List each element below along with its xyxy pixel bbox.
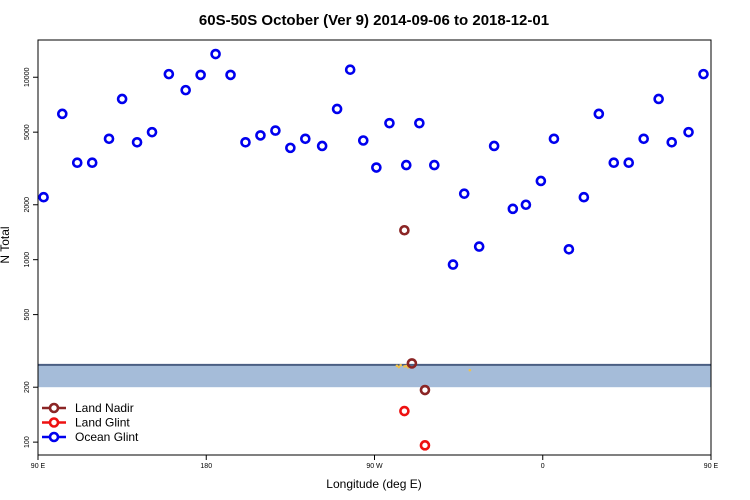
land-nadir-point: [406, 358, 418, 369]
land-nadir-point: [419, 384, 431, 396]
x-tick-label: 90 E: [704, 463, 719, 470]
ocean-glint-point: [507, 203, 519, 215]
ocean-glint-point: [414, 117, 425, 129]
data-points: [38, 48, 709, 451]
ocean-glint-point: [520, 199, 532, 211]
ocean-glint-point: [653, 93, 664, 105]
ocean-glint-point: [210, 48, 221, 60]
ocean-glint-point: [608, 157, 620, 169]
y-tick-label: 200: [24, 381, 31, 393]
ocean-glint-point: [473, 241, 485, 252]
ocean-glint-point: [131, 136, 143, 148]
ocean-glint-point: [698, 68, 709, 80]
ocean-glint-point: [623, 157, 635, 169]
ocean-glint-point: [458, 188, 470, 199]
legend-label-land-glint: Land Glint: [75, 416, 130, 430]
ocean-glint-point: [285, 142, 296, 154]
ocean-glint-point: [195, 69, 206, 81]
ocean-glint-point: [666, 136, 678, 148]
legend-marker-land-nadir: [48, 402, 60, 414]
ocean-glint-point: [163, 68, 175, 80]
y-tick-label: 500: [24, 309, 31, 321]
plot-area-frame: [37, 39, 712, 456]
ocean-glint-point: [270, 125, 281, 136]
ocean-glint-point: [429, 159, 440, 171]
ocean-glint-point: [71, 157, 83, 169]
ocean-glint-point: [240, 136, 251, 148]
ocean-glint-point: [563, 243, 575, 255]
band-yellow-mark: [397, 365, 401, 369]
ocean-glint-point: [57, 108, 68, 120]
ocean-glint-point: [300, 133, 311, 145]
legend-label-land-nadir: Land Nadir: [75, 401, 134, 415]
band-yellow-mark: [404, 364, 408, 368]
land-glint-point: [419, 440, 431, 451]
x-tick-label: 180: [200, 463, 212, 470]
ocean-glint-point: [400, 159, 412, 171]
ocean-glint-point: [255, 130, 266, 141]
ocean-glint-point: [683, 126, 694, 138]
ocean-glint-point: [548, 133, 560, 145]
x-tick-label: 0: [541, 463, 545, 470]
ocean-glint-point: [146, 126, 158, 138]
ocean-glint-point: [357, 135, 369, 146]
y-tick-label: 100: [24, 436, 31, 448]
ocean-glint-point: [38, 191, 49, 203]
x-tick-label: 90 E: [31, 463, 46, 470]
x-axis-label: Longitude (deg E): [326, 477, 421, 491]
ocean-glint-point: [316, 140, 328, 152]
band-yellow-mark: [468, 368, 472, 372]
ocean-glint-point: [578, 191, 590, 203]
ocean-glint-point: [116, 93, 128, 105]
ocean-glint-point: [103, 133, 115, 145]
ocean-glint-point: [593, 108, 605, 120]
y-tick-label: 1000: [24, 252, 31, 268]
ocean-glint-point: [344, 64, 356, 75]
ocean-glint-point: [331, 103, 343, 115]
y-tick-label: 2000: [24, 197, 31, 213]
y-tick-label: 10000: [24, 67, 31, 87]
y-tick-label: 5000: [24, 124, 31, 140]
ocean-glint-point: [638, 133, 650, 145]
band-yellow-mark: [395, 364, 399, 368]
chart-title: 60S-50S October (Ver 9) 2014-09-06 to 20…: [199, 12, 549, 29]
ocean-glint-point: [384, 117, 395, 129]
ocean-glint-point: [447, 259, 459, 270]
ocean-glint-point: [225, 69, 236, 81]
ocean-glint-point: [86, 157, 98, 169]
ocean-glint-point: [371, 162, 382, 173]
land-nadir-point: [399, 224, 410, 236]
x-tick-label: 90 W: [366, 463, 383, 470]
ocean-glint-point: [535, 175, 547, 187]
y-axis: 100 200 500 1000 2000 5000 10000: [24, 67, 38, 448]
band-fill: [38, 364, 711, 388]
land-glint-point: [399, 405, 410, 417]
ocean-glint-point: [488, 140, 500, 152]
ocean-glint-point: [180, 84, 191, 96]
x-axis: 90 E 180 90 W 0 90 E: [31, 455, 719, 470]
legend-marker-ocean-glint: [48, 431, 60, 443]
legend-label-ocean-glint: Ocean Glint: [75, 430, 139, 444]
y-axis-label: N Total: [0, 226, 12, 263]
shaded-band: [38, 363, 711, 388]
legend-marker-land-glint: [48, 417, 60, 428]
band-yellow-mark: [399, 363, 402, 367]
